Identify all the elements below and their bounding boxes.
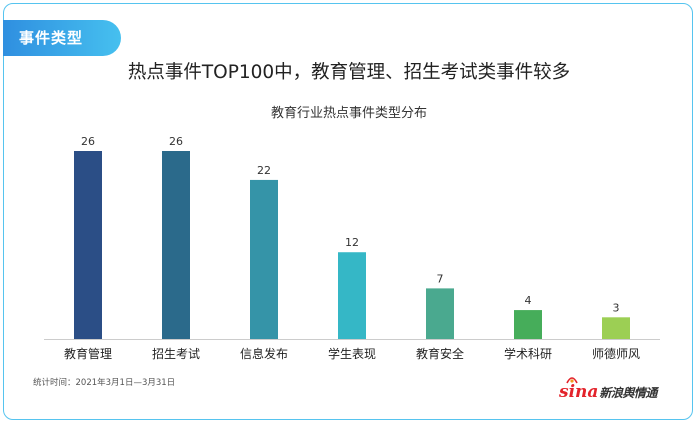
bar-2 — [162, 151, 190, 339]
category-label-2: 招生考试 — [152, 346, 200, 361]
card-frame — [3, 3, 693, 420]
category-label-3: 信息发布 — [240, 346, 288, 361]
bar-6 — [514, 310, 542, 339]
chart-title: 教育行业热点事件类型分布 — [270, 106, 427, 121]
bar-7 — [602, 317, 630, 339]
category-label-6: 学术科研 — [504, 346, 552, 361]
data-label-7: 3 — [613, 301, 620, 314]
data-label-5: 7 — [437, 272, 444, 285]
category-label-1: 教育管理 — [64, 346, 112, 361]
data-label-6: 4 — [525, 294, 532, 307]
category-label-7: 师德师风 — [592, 346, 640, 361]
bar-1 — [74, 151, 102, 339]
data-label-2: 26 — [169, 135, 183, 148]
data-label-3: 22 — [257, 164, 271, 177]
sina-logo-text: 新浪舆情通 — [599, 385, 657, 400]
bar-4 — [338, 252, 366, 339]
category-label-5: 教育安全 — [416, 346, 464, 361]
source-note: 统计时间：2021年3月1日—3月31日 — [33, 378, 176, 388]
category-label-4: 学生表现 — [328, 346, 376, 361]
sina-eye-icon — [566, 376, 578, 383]
sina-logo-mark: sina — [559, 376, 598, 401]
bar-3 — [250, 179, 278, 339]
data-label-1: 26 — [81, 135, 95, 148]
data-label-4: 12 — [345, 236, 359, 249]
headline: 热点事件TOP100中，教育管理、招生考试类事件较多 — [127, 62, 571, 83]
section-tag: 事件类型 — [3, 20, 121, 56]
bar-5 — [426, 288, 454, 339]
sina-logo: sina 新浪舆情通 — [559, 376, 657, 404]
